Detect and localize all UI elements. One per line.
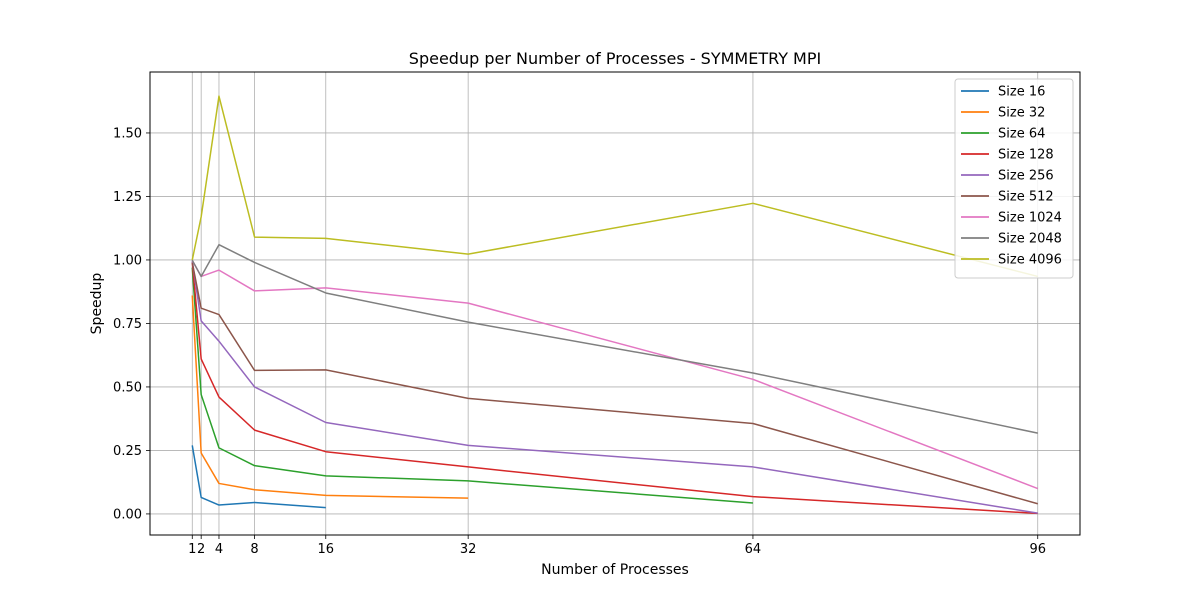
series-line-size-64	[191, 267, 753, 504]
legend-entry-label: Size 256	[998, 169, 1054, 184]
y-tick-label: 1.50	[113, 126, 142, 141]
legend: Size 16 Size 32 Size 64 Size 128 Size 256 Siz…	[954, 78, 1074, 279]
y-tick-label: 0.75	[113, 317, 142, 332]
series-line-size-2048	[191, 243, 1038, 434]
plot-area-frame	[149, 71, 1081, 536]
legend-entry-label: Size 512	[998, 190, 1054, 205]
x-tick-label: 96	[1029, 542, 1046, 557]
y-tick-label: 1.25	[113, 190, 142, 205]
chart-title: Speedup per Number of Processes - SYMMET…	[409, 49, 821, 68]
y-tick-label: 1.00	[113, 253, 142, 268]
grid	[150, 72, 1080, 535]
legend-box	[954, 78, 1074, 279]
legend-entry-label: Size 64	[998, 127, 1045, 142]
legend-entry-label: Size 16	[998, 85, 1045, 100]
legend-entry-label: Size 32	[998, 106, 1045, 121]
x-tick-label: 4	[215, 542, 223, 557]
legend-entry-label: Size 1024	[998, 211, 1062, 226]
series-lines	[191, 95, 1038, 515]
series-line-size-128	[191, 262, 1038, 515]
x-tick-label: 2	[197, 542, 205, 557]
x-axis-ticks: 1 2 4 8 16 32 64 96	[188, 535, 1046, 557]
y-tick-label: 0.50	[113, 380, 142, 395]
y-axis-label: Speedup	[89, 273, 105, 335]
series-line-size-256	[191, 261, 1038, 514]
x-tick-label: 64	[745, 542, 762, 557]
series-line-size-16	[191, 445, 326, 509]
y-axis-ticks: 0.00 0.25 0.50 0.75 1.00 1.25 1.50	[113, 126, 150, 522]
x-tick-label: 32	[460, 542, 477, 557]
x-tick-label: 1	[188, 542, 196, 557]
legend-entry-label: Size 4096	[998, 253, 1062, 268]
legend-entry-label: Size 2048	[998, 232, 1062, 247]
y-tick-label: 0.00	[113, 507, 142, 522]
series-line-size-1024	[191, 260, 1038, 490]
x-axis-label: Number of Processes	[541, 562, 689, 578]
series-line-size-512	[191, 262, 1038, 505]
y-tick-label: 0.25	[113, 444, 142, 459]
legend-entry-label: Size 128	[998, 148, 1054, 163]
x-tick-label: 8	[250, 542, 258, 557]
series-line-size-4096	[191, 95, 1038, 278]
x-tick-label: 16	[317, 542, 334, 557]
series-line-size-32	[191, 295, 469, 499]
